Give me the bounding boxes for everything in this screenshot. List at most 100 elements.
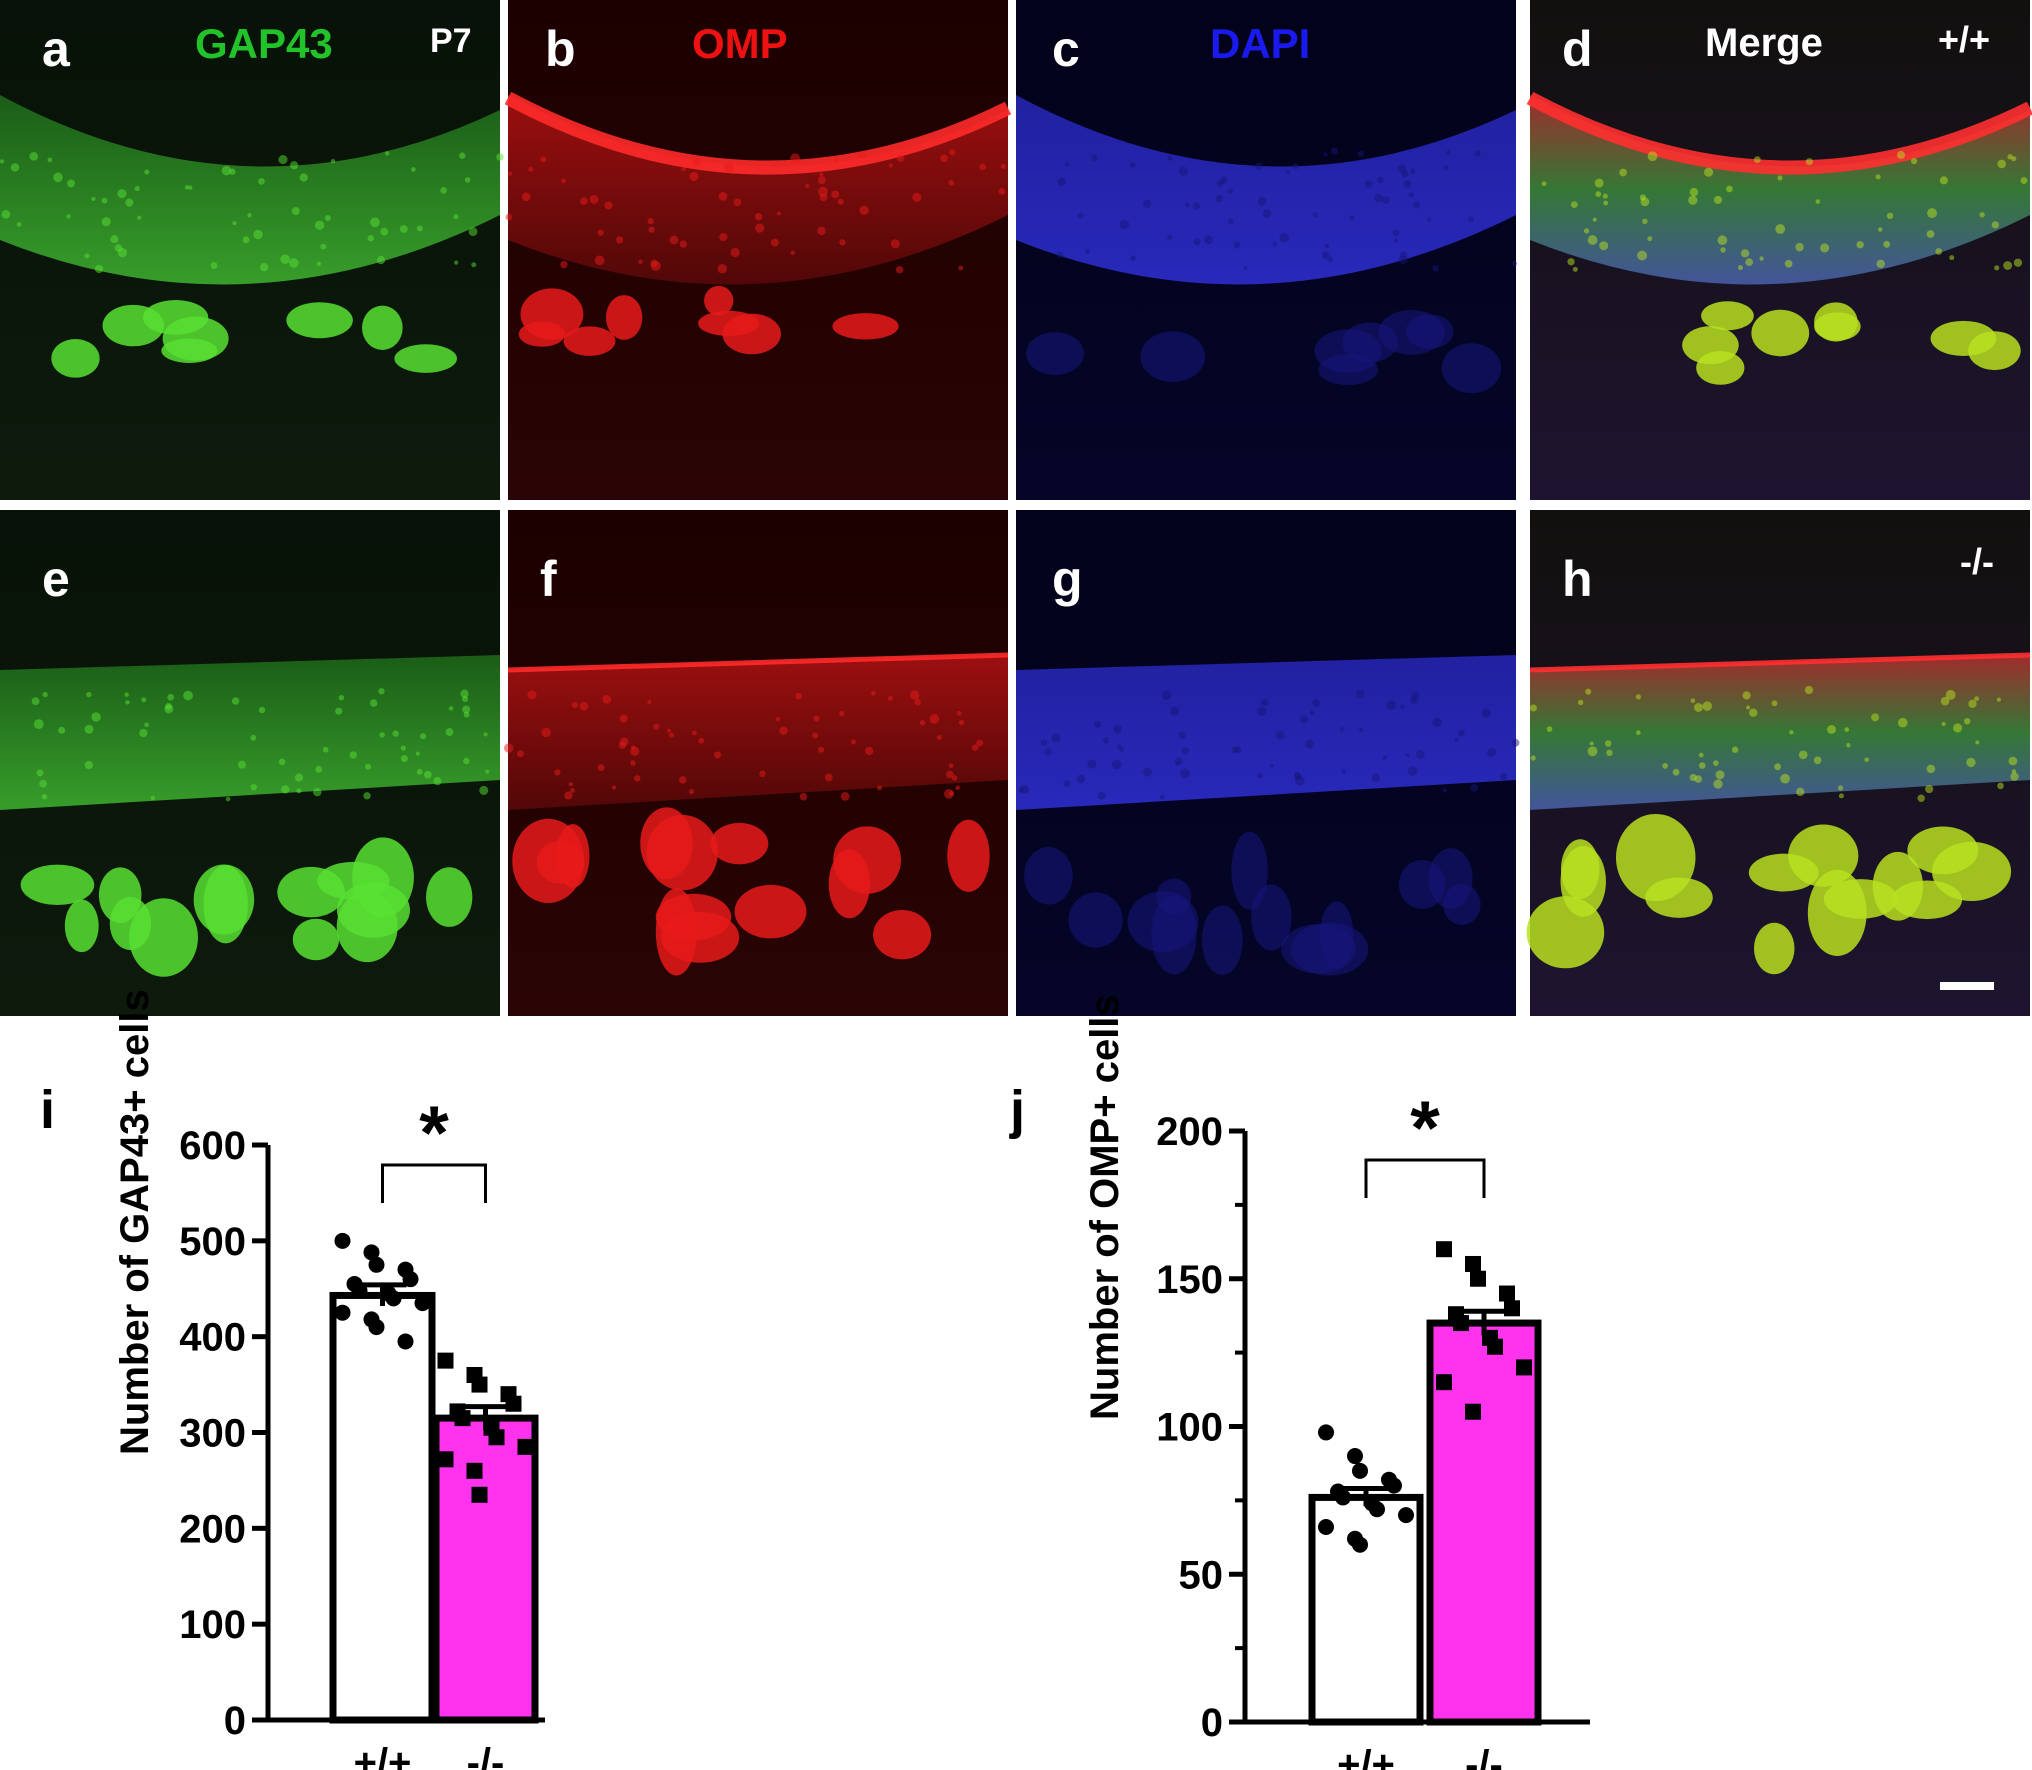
cell-speckle (2010, 772, 2019, 781)
cell-speckle (1294, 773, 1302, 781)
cell-speckle (1470, 783, 1479, 792)
cell-speckle (1717, 235, 1728, 246)
cell-speckle (91, 196, 96, 201)
cell-speckle (638, 259, 643, 265)
cell-speckle (1939, 176, 1948, 185)
cell-speckle (1349, 215, 1355, 221)
cell-speckle (1467, 216, 1474, 223)
cell-speckle (496, 153, 504, 161)
nerve-bundle (51, 339, 100, 378)
nerve-bundle (161, 338, 218, 363)
cell-speckle (41, 794, 48, 800)
cell-speckle (1220, 176, 1228, 184)
cell-speckle (688, 789, 695, 795)
cell-speckle (1457, 729, 1465, 737)
cell-speckle (681, 166, 687, 172)
nerve-bundle (20, 864, 95, 906)
cell-speckle (1323, 152, 1328, 157)
cell-speckle (929, 714, 940, 724)
cell-speckle (1742, 691, 1751, 700)
cell-speckle (554, 769, 561, 776)
y-tick-label: 200 (179, 1507, 246, 1551)
cell-speckle (411, 167, 416, 172)
chart-i-ylabel: Number of GAP43+ cells (113, 989, 157, 1455)
cell-speckle (912, 192, 922, 202)
cell-speckle (1871, 713, 1880, 722)
cell-speckle (1541, 181, 1547, 187)
cell-speckle (679, 240, 687, 248)
cell-speckle (1883, 240, 1891, 248)
stain-label-gap43: GAP43 (195, 20, 333, 67)
nerve-bundle (1443, 883, 1481, 925)
y-tick-label: 100 (1156, 1406, 1223, 1450)
cell-speckle (1275, 730, 1285, 740)
cell-speckle (259, 263, 269, 272)
cell-speckle (125, 198, 134, 207)
cell-speckle (817, 226, 826, 236)
olfactory-epithelium (508, 95, 1008, 285)
data-point (1453, 1315, 1469, 1332)
cell-speckle (392, 730, 399, 737)
cell-speckle (322, 746, 329, 753)
cell-speckle (433, 777, 442, 786)
cell-speckle (653, 723, 660, 730)
cell-speckle (324, 215, 331, 222)
cell-speckle (1257, 772, 1264, 779)
cell-speckle (1397, 164, 1406, 173)
cell-speckle (1094, 720, 1102, 728)
cell-speckle (36, 769, 44, 777)
cell-speckle (1233, 241, 1241, 249)
cell-speckle (1129, 162, 1136, 168)
cell-speckle (67, 179, 75, 188)
nerve-bundle (1024, 847, 1073, 905)
nerve-bundle (1968, 331, 2021, 371)
cell-speckle (1339, 727, 1345, 732)
cell-speckle (831, 190, 840, 199)
cell-speckle (1737, 265, 1743, 271)
cell-speckle (2013, 258, 2023, 267)
cell-speckle (1917, 794, 1925, 802)
data-point (1499, 1285, 1515, 1302)
cell-speckle (971, 744, 979, 751)
cell-speckle (1065, 162, 1070, 167)
nerve-bundle (1560, 846, 1606, 917)
data-point (454, 1410, 471, 1427)
cell-speckle (1411, 691, 1420, 700)
cell-speckle (1203, 235, 1213, 245)
nerve-bundle (193, 864, 255, 935)
cell-speckle (1487, 747, 1497, 757)
cell-speckle (1940, 696, 1950, 706)
cell-speckle (1606, 749, 1613, 757)
cell-speckle (1321, 251, 1330, 259)
cell-speckle (1777, 175, 1783, 181)
cell-speckle (313, 787, 322, 797)
cell-speckle (1085, 248, 1091, 254)
cell-speckle (887, 695, 893, 701)
cell-speckle (888, 163, 893, 168)
nerve-bundle (947, 819, 990, 892)
cell-speckle (453, 214, 459, 220)
cell-speckle (1097, 791, 1106, 800)
cell-speckle (1703, 167, 1714, 177)
stain-label-dapi: DAPI (1210, 20, 1310, 67)
cell-speckle (1585, 688, 1592, 695)
cell-speckle (1838, 793, 1844, 799)
cell-speckle (571, 701, 578, 708)
cell-speckle (367, 235, 375, 242)
panel-letter-h: h (1562, 551, 1593, 607)
cell-speckle (42, 691, 48, 698)
cell-speckle (505, 213, 513, 221)
cell-speckle (669, 235, 679, 245)
cell-speckle (184, 185, 190, 190)
cell-speckle (948, 763, 954, 769)
cell-speckle (1279, 232, 1290, 243)
genotype-label-wildtype: +/+ (1938, 19, 1990, 60)
cell-speckle (1587, 746, 1598, 757)
data-point (1465, 1403, 1481, 1420)
cell-speckle (1076, 774, 1086, 784)
cell-speckle (2011, 156, 2017, 162)
cell-speckle (183, 690, 193, 701)
cell-speckle (779, 726, 788, 735)
nerve-bundle (1405, 314, 1454, 349)
cell-speckle (117, 189, 127, 199)
